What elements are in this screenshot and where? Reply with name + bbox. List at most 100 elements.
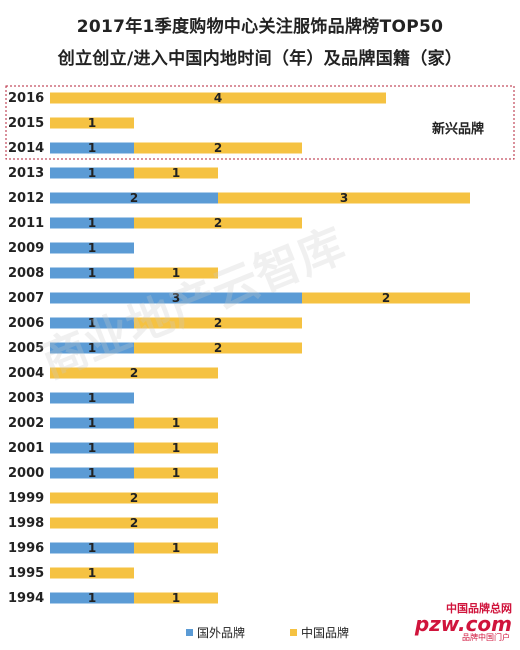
bar-chinese	[50, 567, 134, 579]
year-label: 2016	[8, 91, 44, 106]
bar-value-label: 1	[172, 591, 180, 605]
bar-value-label: 4	[214, 91, 222, 105]
bar-chinese	[134, 442, 218, 454]
bar-value-label: 2	[130, 491, 138, 505]
bar-value-label: 1	[88, 216, 96, 230]
legend-swatch	[186, 629, 193, 636]
year-label: 1996	[8, 541, 44, 556]
bar-value-label: 2	[130, 191, 138, 205]
bar-value-label: 2	[214, 341, 222, 355]
brand-logo-sub: 品牌中国门户	[462, 633, 510, 642]
bar-value-label: 1	[88, 591, 96, 605]
year-label: 2003	[8, 391, 44, 406]
bar-chinese	[134, 317, 302, 329]
bar-chinese	[50, 492, 218, 504]
brand-logo-top: 中国品牌总网	[446, 602, 512, 615]
year-label: 2015	[8, 116, 44, 131]
year-label: 1994	[8, 591, 44, 606]
bar-foreign	[50, 242, 134, 254]
year-label: 2005	[8, 341, 44, 356]
bar-value-label: 1	[88, 341, 96, 355]
year-label: 2002	[8, 416, 44, 431]
bar-value-label: 1	[172, 266, 180, 280]
bar-value-label: 1	[172, 441, 180, 455]
bar-value-label: 2	[382, 291, 390, 305]
bar-chinese	[134, 217, 302, 229]
bar-chinese	[218, 192, 470, 204]
bar-foreign	[50, 217, 134, 229]
bar-value-label: 2	[214, 316, 222, 330]
bar-foreign	[50, 192, 218, 204]
bar-value-label: 2	[214, 216, 222, 230]
bar-chinese	[134, 342, 302, 354]
bar-value-label: 1	[88, 241, 96, 255]
year-label: 2009	[8, 241, 44, 256]
new-brand-box	[5, 85, 515, 160]
bar-foreign	[50, 442, 134, 454]
bar-value-label: 1	[88, 441, 96, 455]
year-label: 2007	[8, 291, 44, 306]
bar-chinese	[134, 142, 302, 154]
year-label: 1995	[8, 566, 44, 581]
bar-value-label: 1	[88, 266, 96, 280]
brand-logo: 中国品牌总网 pzw.com 品牌中国门户	[382, 600, 512, 642]
year-label: 1999	[8, 491, 44, 506]
bar-chinese	[50, 92, 386, 104]
bar-value-label: 1	[88, 566, 96, 580]
bar-foreign	[50, 267, 134, 279]
bar-value-label: 1	[88, 316, 96, 330]
bar-value-label: 1	[88, 166, 96, 180]
year-label: 2006	[8, 316, 44, 331]
bar-chinese	[134, 592, 218, 604]
year-label: 2001	[8, 441, 44, 456]
bar-value-label: 1	[88, 541, 96, 555]
year-label: 2014	[8, 141, 44, 156]
year-label: 2011	[8, 216, 44, 231]
bar-value-label: 3	[340, 191, 348, 205]
bar-value-label: 1	[172, 541, 180, 555]
bar-value-label: 1	[172, 166, 180, 180]
bar-value-label: 1	[88, 391, 96, 405]
bar-foreign	[50, 592, 134, 604]
bar-value-label: 1	[88, 416, 96, 430]
bar-chinese	[134, 167, 218, 179]
bar-foreign	[50, 292, 302, 304]
bar-foreign	[50, 142, 134, 154]
bar-foreign	[50, 467, 134, 479]
year-label: 2008	[8, 266, 44, 281]
bar-value-label: 1	[88, 141, 96, 155]
bar-value-label: 3	[172, 291, 180, 305]
bar-chinese	[302, 292, 470, 304]
bar-chinese	[134, 542, 218, 554]
bar-value-label: 2	[130, 366, 138, 380]
bar-value-label: 1	[88, 466, 96, 480]
bar-value-label: 1	[172, 466, 180, 480]
bar-chinese	[134, 267, 218, 279]
legend-swatch	[290, 629, 297, 636]
bar-value-label: 1	[88, 116, 96, 130]
bar-chinese	[50, 117, 134, 129]
year-label: 2012	[8, 191, 44, 206]
bar-foreign	[50, 392, 134, 404]
year-label: 2000	[8, 466, 44, 481]
bar-value-label: 1	[172, 416, 180, 430]
bar-foreign	[50, 542, 134, 554]
year-label: 2004	[8, 366, 44, 381]
bar-chinese	[50, 367, 218, 379]
legend-label: 中国品牌	[301, 625, 349, 640]
bar-foreign	[50, 317, 134, 329]
legend-label: 国外品牌	[197, 626, 245, 640]
chart-title: 2017年1季度购物中心关注服饰品牌榜TOP50	[76, 17, 444, 37]
bar-foreign	[50, 417, 134, 429]
bar-chinese	[134, 467, 218, 479]
bar-chinese	[134, 417, 218, 429]
bar-value-label: 2	[214, 141, 222, 155]
year-label: 1998	[8, 516, 44, 531]
year-label: 2013	[8, 166, 44, 181]
bar-foreign	[50, 342, 134, 354]
brand-logo-main: pzw.com	[414, 612, 512, 636]
bar-foreign	[50, 167, 134, 179]
bar-chinese	[50, 517, 218, 529]
new-brand-annotation: 新兴品牌	[432, 121, 484, 137]
